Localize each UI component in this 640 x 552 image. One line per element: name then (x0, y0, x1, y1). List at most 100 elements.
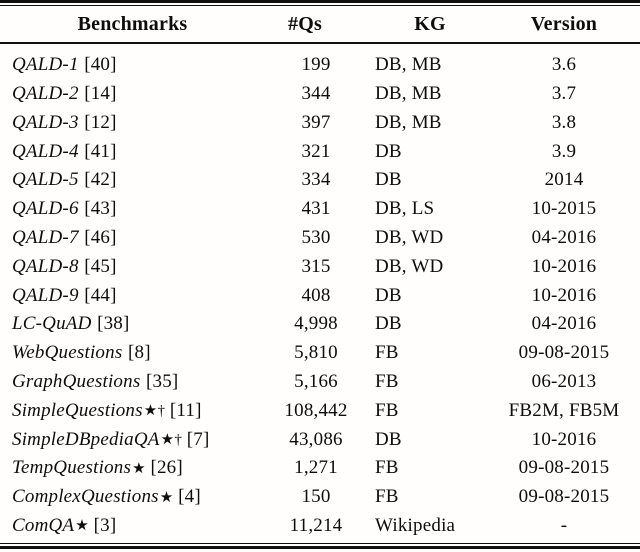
question-count: 530 (301, 226, 331, 248)
benchmark-cell: QALD-8 [45] (0, 252, 253, 281)
version-value: 09-08-2015 (518, 457, 610, 479)
kg-value: DB, MB (375, 82, 442, 104)
benchmark-name: GraphQuestions (12, 370, 141, 392)
table-row: GraphQuestions [35] 5,166 FB 06-2013 (0, 368, 640, 397)
benchmark-name: QALD-5 (12, 169, 79, 191)
version-value: 3.6 (551, 54, 577, 76)
version-value: 10-2015 (531, 198, 597, 220)
benchmark-name: QALD-3 (12, 111, 79, 133)
citation-ref: [12] (84, 111, 117, 133)
benchmark-name: QALD-6 (12, 198, 79, 220)
benchmark-marker: ★ (159, 488, 174, 506)
column-header-version: Version (530, 12, 598, 35)
citation-ref: [38] (97, 313, 130, 335)
kg-value: DB (375, 169, 402, 191)
question-count: 315 (301, 255, 331, 277)
version-value: 06-2013 (531, 370, 597, 392)
benchmark-cell: ComQA ★ [3] (0, 512, 253, 541)
benchmark-name: ComplexQuestions (12, 486, 159, 508)
citation-ref: [4] (178, 486, 201, 508)
question-count: 150 (301, 486, 331, 508)
kg-value: DB (375, 313, 402, 335)
table-row: QALD-7 [46] 530 DB, WD 04-2016 (0, 224, 640, 253)
table-top-rule-thick (0, 0, 640, 3)
header-separator-rule (0, 42, 640, 45)
kg-value: DB (375, 140, 402, 162)
question-count: 431 (301, 198, 331, 220)
table-row: QALD-8 [45] 315 DB, WD 10-2016 (0, 252, 640, 281)
benchmark-name: QALD-7 (12, 226, 79, 248)
question-count: 321 (301, 140, 331, 162)
benchmark-name: TempQuestions (12, 457, 132, 479)
benchmark-cell: QALD-2 [14] (0, 80, 253, 109)
benchmark-name: QALD-9 (12, 284, 79, 306)
question-count: 43,086 (289, 428, 343, 450)
citation-ref: [3] (93, 514, 117, 536)
kg-value: DB, LS (375, 198, 435, 220)
benchmark-name: WebQuestions (12, 342, 123, 364)
benchmark-name: QALD-4 (12, 140, 79, 162)
citation-ref: [8] (127, 342, 151, 364)
benchmark-cell: SimpleQuestions ★† [11] (0, 396, 253, 425)
kg-value: FB (375, 370, 399, 392)
question-count: 408 (301, 284, 331, 306)
citation-ref: [42] (84, 169, 117, 191)
table-row: ComplexQuestions ★ [4] 150 FB 09-08-2015 (0, 483, 640, 512)
citation-ref: [46] (84, 226, 117, 248)
question-count: 5,166 (294, 370, 338, 392)
column-header-benchmarks: Benchmarks (77, 12, 188, 35)
kg-value: DB, MB (375, 54, 442, 76)
version-value: 3.7 (551, 82, 577, 104)
benchmark-cell: TempQuestions ★ [26] (0, 454, 253, 483)
benchmark-cell: QALD-4 [41] (0, 137, 253, 166)
benchmark-cell: QALD-9 [44] (0, 281, 253, 310)
version-value: - (560, 514, 568, 536)
kg-value: FB (375, 342, 399, 364)
benchmark-cell: QALD-5 [42] (0, 166, 253, 195)
citation-ref: [41] (84, 140, 117, 162)
kg-value: DB (375, 284, 402, 306)
citation-ref: [45] (84, 255, 117, 277)
kg-value: Wikipedia (375, 514, 456, 536)
table-row: SimpleDBpediaQA ★† [7] 43,086 DB 10-2016 (0, 425, 640, 454)
benchmark-marker: ★† (143, 402, 166, 420)
citation-ref: [14] (84, 82, 117, 104)
benchmark-name: SimpleDBpediaQA (12, 428, 160, 450)
column-header-qs: #Qs (288, 12, 322, 35)
benchmark-name: QALD-8 (12, 255, 79, 277)
benchmark-name: SimpleQuestions (12, 399, 143, 421)
citation-ref: [35] (145, 370, 179, 392)
kg-value: FB (375, 486, 399, 508)
table-bottom-rule-thick (0, 546, 640, 550)
table-row: QALD-5 [42] 334 DB 2014 (0, 166, 640, 195)
version-value: 09-08-2015 (518, 486, 610, 508)
version-value: 10-2016 (531, 255, 597, 277)
table-row: QALD-9 [44] 408 DB 10-2016 (0, 281, 640, 310)
benchmark-cell: LC-QuAD [38] (0, 310, 253, 339)
benchmark-name: ComQA (12, 514, 75, 536)
table-bottom-rule-thin (0, 542, 640, 544)
table-row: TempQuestions ★ [26] 1,271 FB 09-08-2015 (0, 454, 640, 483)
question-count: 5,810 (294, 342, 338, 364)
table-row: QALD-1 [40] 199 DB, MB 3.6 (0, 51, 640, 80)
benchmark-cell: SimpleDBpediaQA ★† [7] (0, 425, 253, 454)
table-row: SimpleQuestions ★† [11] 108,442 FB FB2M, FB5M (0, 396, 640, 425)
question-count: 334 (301, 169, 331, 191)
question-count: 344 (301, 82, 331, 104)
table-body: QALD-1 [40] 199 DB, MB 3.6 QALD-2 [14] 344 DB, … (0, 51, 640, 541)
benchmark-marker: ★ (75, 517, 90, 535)
citation-ref: [7] (186, 428, 210, 450)
table-top-rule-thin (0, 4, 640, 6)
question-count: 108,442 (284, 399, 348, 421)
kg-value: DB (375, 428, 402, 450)
question-count: 4,998 (294, 313, 338, 335)
version-value: 04-2016 (531, 313, 597, 335)
kg-value: FB (375, 457, 399, 479)
benchmark-cell: QALD-6 [43] (0, 195, 253, 224)
kg-value: DB, WD (375, 226, 444, 248)
benchmark-cell: QALD-3 [12] (0, 108, 253, 137)
citation-ref: [26] (150, 457, 183, 479)
citation-ref: [43] (84, 198, 117, 220)
benchmark-name: QALD-2 (12, 82, 79, 104)
